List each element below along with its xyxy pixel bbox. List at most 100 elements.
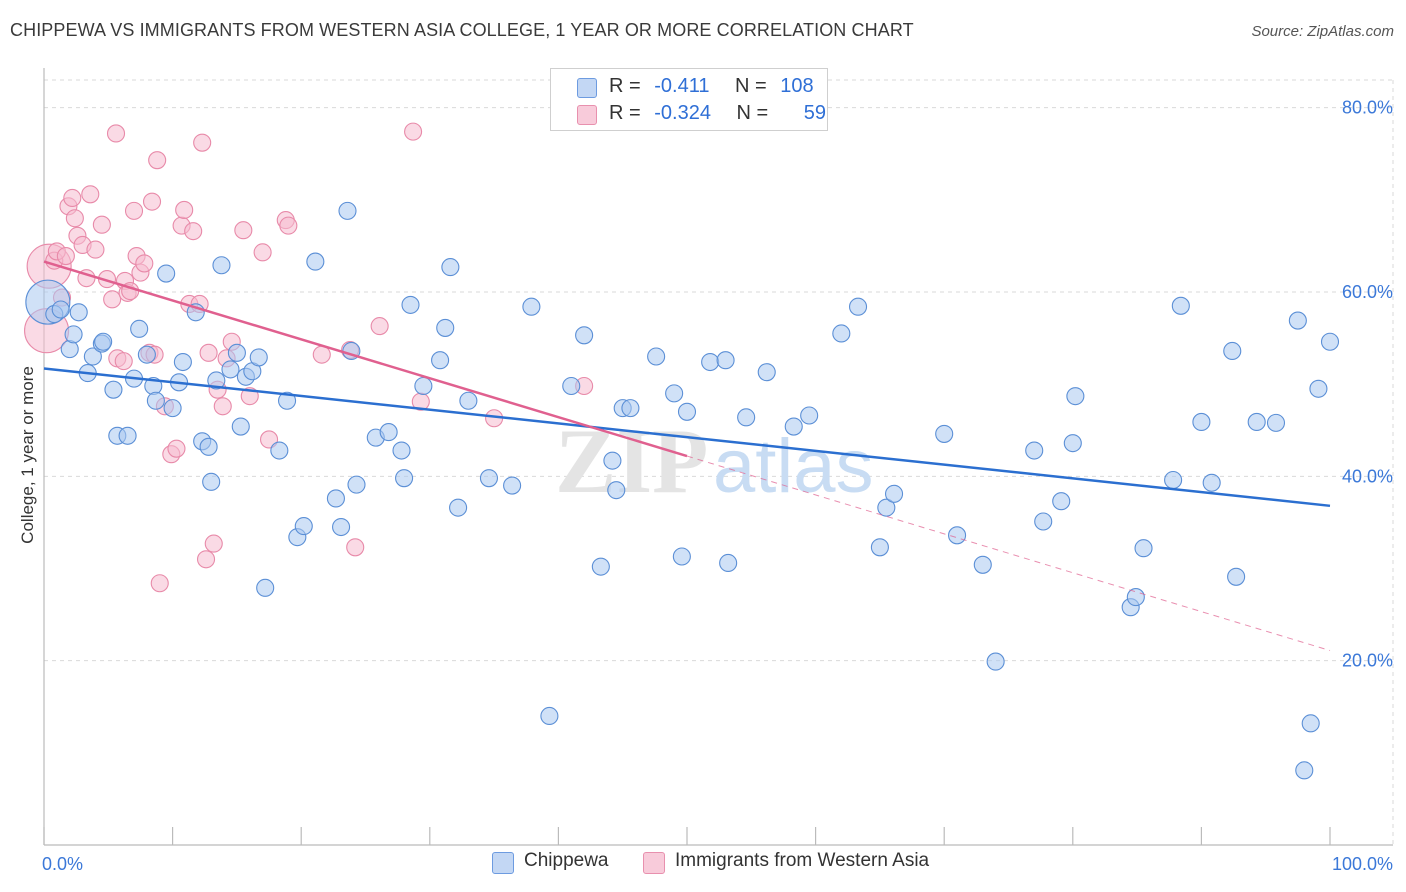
point-chippewa [647,347,666,366]
series-legend: Chippewa Immigrants from Western Asia [0,850,1406,878]
point-chippewa [104,380,123,399]
point-chippewa [973,555,992,574]
point-chippewa [338,201,357,220]
point-chippewa [221,360,240,379]
point-chippewa [1301,714,1320,733]
point-chippewa [431,351,450,370]
point-chippewa [1202,473,1221,492]
point-chippewa [1134,539,1153,558]
axes [43,68,1393,846]
legend-swatch-pink [643,852,665,874]
point-chippewa [379,423,398,442]
point-chippewa [1295,761,1314,780]
stats-legend: R = -0.411 N = 108 R = -0.324 N = 59 [550,68,828,131]
point-immigrants [259,430,279,449]
point-chippewa [800,406,819,425]
point-chippewa [1320,332,1340,351]
legend-n-value: 108 [780,75,814,97]
legend-swatch-blue [577,78,597,98]
point-chippewa [784,417,803,436]
point-chippewa [522,297,541,316]
legend-label: Immigrants from Western Asia [675,850,930,871]
point-chippewa [1034,512,1053,531]
point-immigrants [106,124,126,143]
point-immigrants [213,397,232,416]
point-chippewa [449,498,468,517]
point-chippewa [146,391,165,410]
point-immigrants [175,200,194,220]
point-chippewa [832,324,851,343]
point-chippewa [1266,413,1286,432]
point-chippewa [1063,434,1082,453]
point-immigrants [184,222,203,241]
point-immigrants [92,215,111,234]
point-chippewa [306,252,325,271]
point-chippewa [1126,588,1145,607]
point-chippewa [1025,441,1044,460]
watermark: ZIP atlas [555,410,874,512]
point-chippewa [173,352,192,372]
legend-r-value: -0.411 [654,75,710,97]
point-immigrants [312,345,331,364]
point-chippewa [935,424,954,443]
point-chippewa [877,498,896,517]
point-chippewa [479,469,499,488]
point-chippewa [1309,379,1328,398]
point-chippewa [137,345,156,364]
legend-n-value: 59 [803,102,827,124]
trend-line-chippewa [43,367,1331,508]
point-chippewa [157,264,176,283]
point-chippewa [118,426,137,445]
point-chippewa [1247,412,1266,431]
point-chippewa [278,391,297,410]
chart-title: CHIPPEWA VS IMMIGRANTS FROM WESTERN ASIA… [10,20,914,40]
point-chippewa [231,417,250,436]
point-chippewa [757,363,776,382]
point-chippewa [503,476,522,495]
point-chippewa [562,376,581,396]
legend-swatch-pink [577,105,597,125]
point-chippewa [986,652,1005,671]
legend-r-label: R = [609,102,641,124]
point-immigrants [196,550,216,569]
point-immigrants [65,209,84,228]
point-immigrants [204,534,223,553]
point-chippewa [64,325,83,344]
point-chippewa [1052,492,1071,511]
point-chippewa [948,526,967,545]
point-immigrants [63,188,82,208]
point-chippewa [94,332,113,351]
y-tick-label: 80.0% [1342,98,1393,118]
x-tick-label: 0.0% [42,854,83,874]
point-chippewa [848,297,868,316]
point-chippewa [436,318,455,337]
legend-label: Chippewa [524,850,609,871]
legend-r-label: R = [609,75,641,97]
point-chippewa [69,303,88,322]
point-chippewa [665,384,684,403]
point-chippewa [677,402,697,421]
point-immigrants [193,133,212,152]
point-chippewa [719,553,738,573]
tick-labels: 20.0% 40.0% 60.0% 80.0% 0.0% 100.0% [42,98,1393,874]
point-immigrants [86,240,105,259]
point-immigrants [199,343,218,362]
trend-lines [43,260,1331,652]
trend-line-immigrants-extension [686,455,1331,652]
point-chippewa [737,408,756,427]
point-chippewa [603,451,622,470]
y-tick-label: 60.0% [1342,282,1393,302]
point-chippewa [395,469,414,488]
legend-swatch-blue [492,852,514,874]
point-chippewa [163,399,182,418]
point-chippewa [870,538,889,557]
point-immigrants [234,221,253,240]
point-chippewa [441,258,460,277]
point-chippewa [716,351,735,370]
point-chippewa [401,295,420,314]
x-tick-label: 100.0% [1332,854,1393,874]
point-chippewa [459,391,478,410]
point-chippewa [249,348,268,367]
point-chippewa [202,472,221,491]
y-tick-label: 40.0% [1342,466,1393,486]
